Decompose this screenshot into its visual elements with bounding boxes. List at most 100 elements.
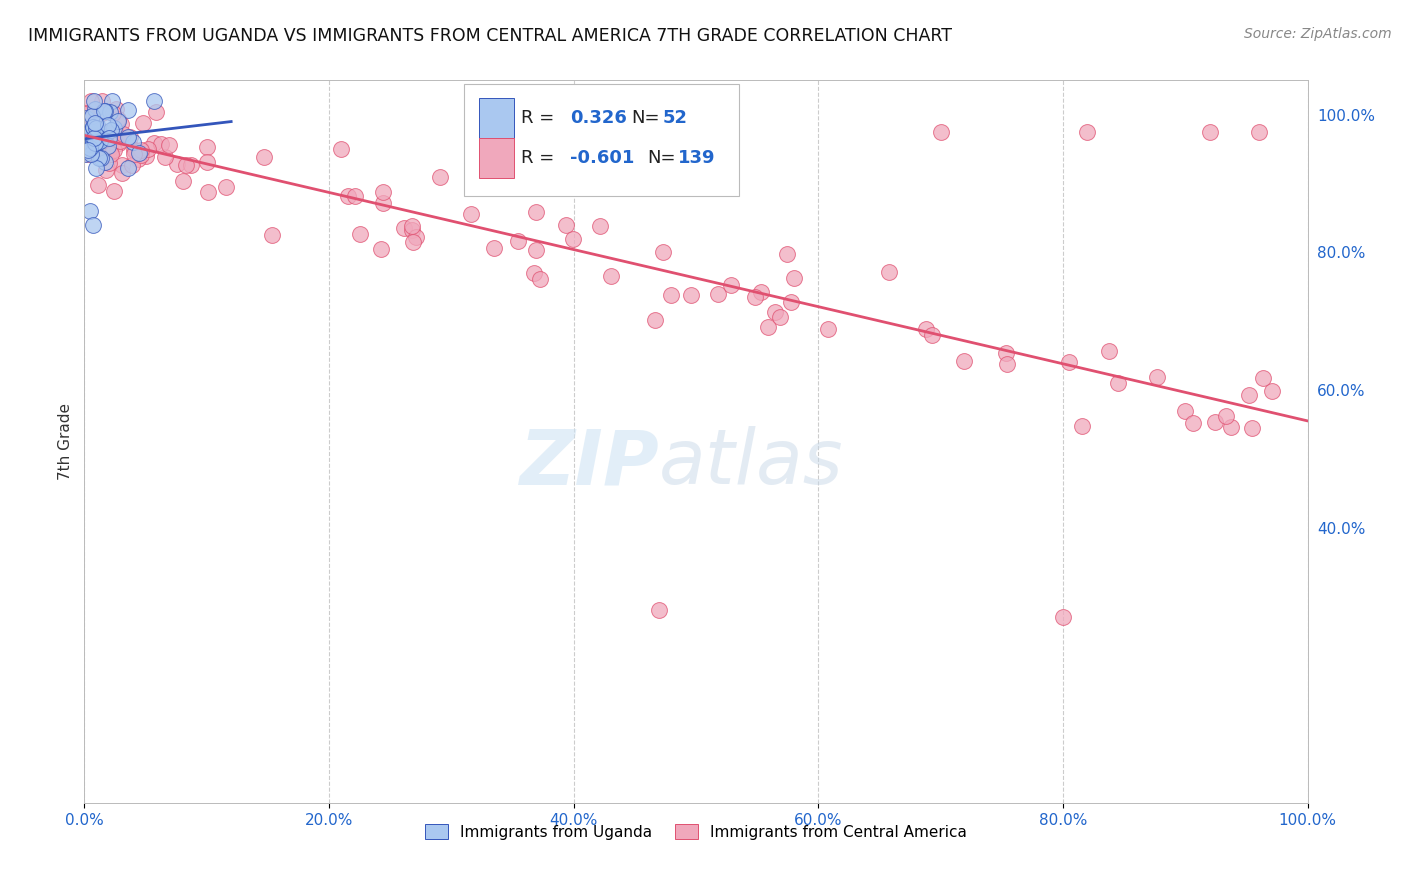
Point — [117, 103, 139, 117]
Point — [1261, 384, 1284, 398]
Point — [1240, 421, 1263, 435]
Point — [107, 113, 129, 128]
Point — [79, 204, 101, 219]
Point — [776, 247, 799, 261]
Point — [371, 186, 394, 200]
Point — [75, 123, 97, 137]
Point — [84, 134, 107, 148]
Point — [749, 285, 772, 300]
Text: R =: R = — [522, 149, 560, 168]
Point — [91, 94, 114, 108]
Point — [104, 103, 127, 117]
Point — [111, 158, 134, 172]
Point — [127, 152, 149, 166]
Point — [1215, 409, 1237, 424]
Point — [103, 184, 125, 198]
Point — [77, 126, 100, 140]
Point — [103, 144, 125, 158]
Point — [100, 126, 122, 140]
Point — [77, 136, 100, 151]
Point — [75, 144, 97, 158]
Point — [1052, 610, 1074, 624]
Point — [104, 123, 127, 137]
Point — [349, 227, 371, 242]
Point — [1181, 416, 1204, 430]
Point — [110, 117, 132, 131]
Point — [135, 149, 157, 163]
Point — [744, 290, 766, 304]
Point — [110, 135, 132, 149]
Point — [921, 327, 943, 342]
Point — [76, 136, 98, 151]
Point — [371, 195, 394, 210]
Text: N=: N= — [631, 109, 659, 127]
Point — [79, 134, 101, 148]
Point — [82, 218, 104, 232]
Point — [756, 320, 779, 334]
Point — [98, 145, 121, 159]
Point — [782, 271, 804, 285]
Point — [86, 145, 108, 159]
Point — [93, 103, 115, 118]
Point — [1198, 125, 1220, 139]
Text: 0.326: 0.326 — [569, 109, 627, 127]
Point — [1237, 388, 1260, 402]
Point — [97, 139, 120, 153]
Point — [97, 118, 120, 132]
Point — [89, 128, 111, 143]
Point — [405, 230, 427, 244]
Point — [157, 138, 180, 153]
Point — [995, 345, 1018, 359]
Point — [76, 119, 98, 133]
Text: Source: ZipAtlas.com: Source: ZipAtlas.com — [1244, 27, 1392, 41]
Point — [103, 106, 125, 120]
Point — [526, 243, 548, 257]
Point — [86, 118, 108, 132]
Point — [84, 102, 107, 116]
Point — [877, 265, 900, 279]
Point — [93, 104, 115, 119]
Point — [84, 136, 107, 150]
Point — [644, 313, 666, 327]
Point — [75, 119, 97, 133]
Point — [401, 222, 423, 236]
Point — [98, 105, 121, 120]
Point — [122, 147, 145, 161]
Point — [526, 204, 548, 219]
Point — [84, 161, 107, 176]
Point — [96, 163, 118, 178]
Point — [529, 271, 551, 285]
Point — [83, 116, 105, 130]
Point — [659, 288, 682, 302]
Point — [86, 128, 108, 143]
Point — [1107, 376, 1129, 390]
Point — [143, 94, 166, 108]
Point — [1219, 420, 1241, 434]
Point — [73, 147, 96, 161]
Point — [554, 218, 576, 232]
Point — [101, 128, 124, 142]
Point — [562, 232, 585, 246]
Point — [117, 129, 139, 144]
Point — [112, 127, 135, 141]
Point — [1098, 343, 1121, 358]
Point — [180, 158, 202, 172]
Point — [172, 174, 194, 188]
Point — [1247, 125, 1270, 139]
Point — [79, 134, 101, 148]
Point — [96, 128, 118, 143]
Point — [129, 144, 152, 158]
Point — [82, 124, 104, 138]
Point — [589, 219, 612, 233]
Text: 139: 139 — [678, 149, 716, 168]
Point — [79, 137, 101, 152]
Point — [344, 189, 367, 203]
Point — [460, 207, 482, 221]
Point — [720, 277, 742, 292]
Point — [128, 145, 150, 160]
Point — [370, 242, 392, 256]
Point — [73, 106, 96, 120]
Point — [84, 135, 107, 149]
Point — [84, 121, 107, 136]
Point — [79, 110, 101, 124]
